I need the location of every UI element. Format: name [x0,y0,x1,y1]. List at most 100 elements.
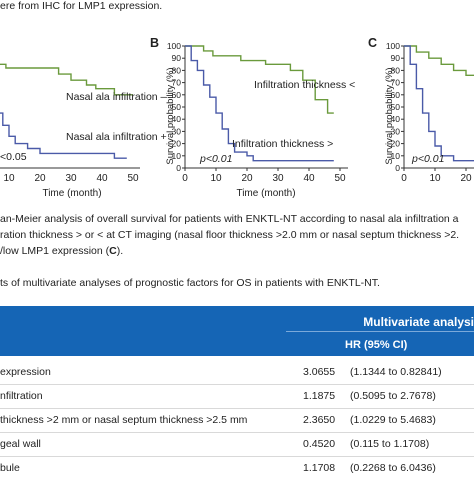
table-row: nfiltration 1.1875 (0.5095 to 2.7678) [0,386,474,408]
x-tick-label: 10 [429,173,441,184]
figure-caption-line-1: an-Meier analysis of overall survival fo… [0,213,459,225]
x-tick-label: 0 [182,173,188,184]
row-hr: 3.0655 [303,366,336,378]
table-group-header: Multivariate analysi [363,315,474,329]
row-label: bule [0,462,20,474]
y-tick-label: 30 [172,126,182,136]
panel-a-x-ticks: 10 20 30 40 50 [3,173,139,184]
row-ci: (0.115 to 1.1708) [350,438,430,450]
row-hr: 0.4520 [303,438,336,450]
y-tick-label: 40 [172,114,182,124]
table-row: thickness >2 mm or nasal septum thicknes… [0,410,474,432]
y-tick-label: 40 [391,114,401,124]
y-tick-label: 90 [391,53,401,63]
panel-c: C Survival probability (%) 0 10 20 30 40 50 60… [368,36,474,184]
row-divider [0,384,474,385]
y-tick-label: 10 [172,151,182,161]
panel-c-y-label: Survival probability (%) [384,67,395,164]
x-tick-label: 30 [272,173,284,184]
figure-caption-line-3: /low LMP1 expression (C). [0,244,123,258]
row-hr: 1.1708 [303,462,336,474]
panel-a-x-tick: 50 [127,173,139,184]
panel-b-curve-label-gt: Infiltration thickness > [232,138,333,150]
figure-caption-line-2: ration thickness > or < at CT imaging (n… [0,229,460,241]
y-tick-label: 50 [172,102,182,112]
y-tick-label: 0 [395,163,400,173]
y-tick-label: 30 [391,126,401,136]
x-tick-label: 0 [401,173,407,184]
km-figure: 10 20 30 40 50 Time (month) Nasal ala in… [0,36,474,199]
y-tick-label: 50 [391,102,401,112]
x-tick-label: 20 [460,173,472,184]
y-tick-label: 90 [172,53,182,63]
table-col-header-hr: HR (95% CI) [345,339,408,351]
x-tick-label: 10 [210,173,222,184]
panel-a-x-label: Time (month) [42,188,101,199]
panel-a-curve-label-positive: Nasal ala infiltration + [66,131,167,143]
y-tick-label: 0 [176,163,181,173]
row-ci: (1.1344 to 0.82841) [350,366,442,378]
table-caption: ts of multivariate analyses of prognosti… [0,277,380,289]
table-header: Multivariate analysi HR (95% CI) [0,306,474,356]
x-tick-label: 20 [241,173,253,184]
y-tick-label: 60 [172,90,182,100]
panel-b-letter: B [150,36,159,50]
table-row: bule 1.1708 (0.2268 to 6.0436) [0,458,474,480]
row-divider [0,432,474,433]
top-caption: ere from IHC for LMP1 expression. [0,0,163,12]
row-hr: 1.1875 [303,390,336,402]
row-divider [0,408,474,409]
figure-caption-line-3-text: /low LMP1 expression ( [0,245,110,257]
panel-a-p-value: <0.05 [0,151,27,163]
panel-a: 10 20 30 40 50 Time (month) Nasal ala in… [0,63,167,199]
panel-c-letter: C [368,36,377,50]
table-row: expression 3.0655 (1.1344 to 0.82841) [0,362,474,384]
row-divider [0,456,474,457]
x-tick-label: 50 [334,173,346,184]
panel-a-x-tick: 10 [3,173,15,184]
panel-a-x-tick: 20 [34,173,46,184]
y-tick-label: 100 [167,41,181,51]
y-tick-label: 60 [391,90,401,100]
y-tick-label: 20 [391,139,401,149]
panel-b-series-thick [185,45,334,162]
panel-a-x-tick: 40 [96,173,108,184]
panel-b-x-ticks: 0 10 20 30 40 50 [182,168,346,184]
panel-c-x-ticks: 0 10 20 [401,168,472,184]
panel-b-curve-label-lt: Infiltration thickness < [254,79,355,91]
panel-a-series-positive [0,112,127,159]
row-ci: (0.2268 to 6.0436) [350,462,436,474]
panel-b-y-ticks: 0 10 20 30 40 50 60 70 80 90 100 [167,41,185,173]
panel-a-series-negative [0,63,133,96]
row-ci: (0.5095 to 2.7678) [350,390,436,402]
y-tick-label: 80 [391,65,401,75]
panel-b: B Survival probability (%) 0 10 20 30 40 50 60… [150,36,355,199]
y-tick-label: 100 [386,41,400,51]
y-tick-label: 20 [172,139,182,149]
panel-b-series-thin [185,45,334,114]
panel-a-x-tick: 30 [65,173,77,184]
panel-a-curve-label-negative: Nasal ala infiltration – [66,91,167,103]
figure-caption-line-3-end: ). [116,245,124,257]
row-label: geal wall [0,438,41,450]
row-label: expression [0,366,51,378]
panel-c-y-ticks: 0 10 20 30 40 50 60 70 80 90 100 [386,41,404,173]
panel-b-y-label: Survival probability (%) [165,67,176,164]
row-ci: (1.0229 to 5.4683) [350,414,436,426]
table-row: geal wall 0.4520 (0.115 to 1.1708) [0,434,474,456]
panel-b-p-value: p<0.01 [199,153,232,165]
x-tick-label: 40 [303,173,315,184]
y-tick-label: 70 [391,78,401,88]
row-label: nfiltration [0,390,43,402]
panel-b-x-label: Time (month) [236,188,295,199]
row-label: thickness >2 mm or nasal septum thicknes… [0,414,248,426]
panel-c-p-value: p<0.01 [411,153,444,165]
panel-c-series-upper [404,45,474,76]
y-tick-label: 70 [172,78,182,88]
panel-c-series-lower [404,45,474,162]
table-header-divider [286,331,474,332]
y-tick-label: 80 [172,65,182,75]
figure-caption-panel-ref: C [109,245,117,257]
y-tick-label: 10 [391,151,401,161]
row-hr: 2.3650 [303,414,336,426]
